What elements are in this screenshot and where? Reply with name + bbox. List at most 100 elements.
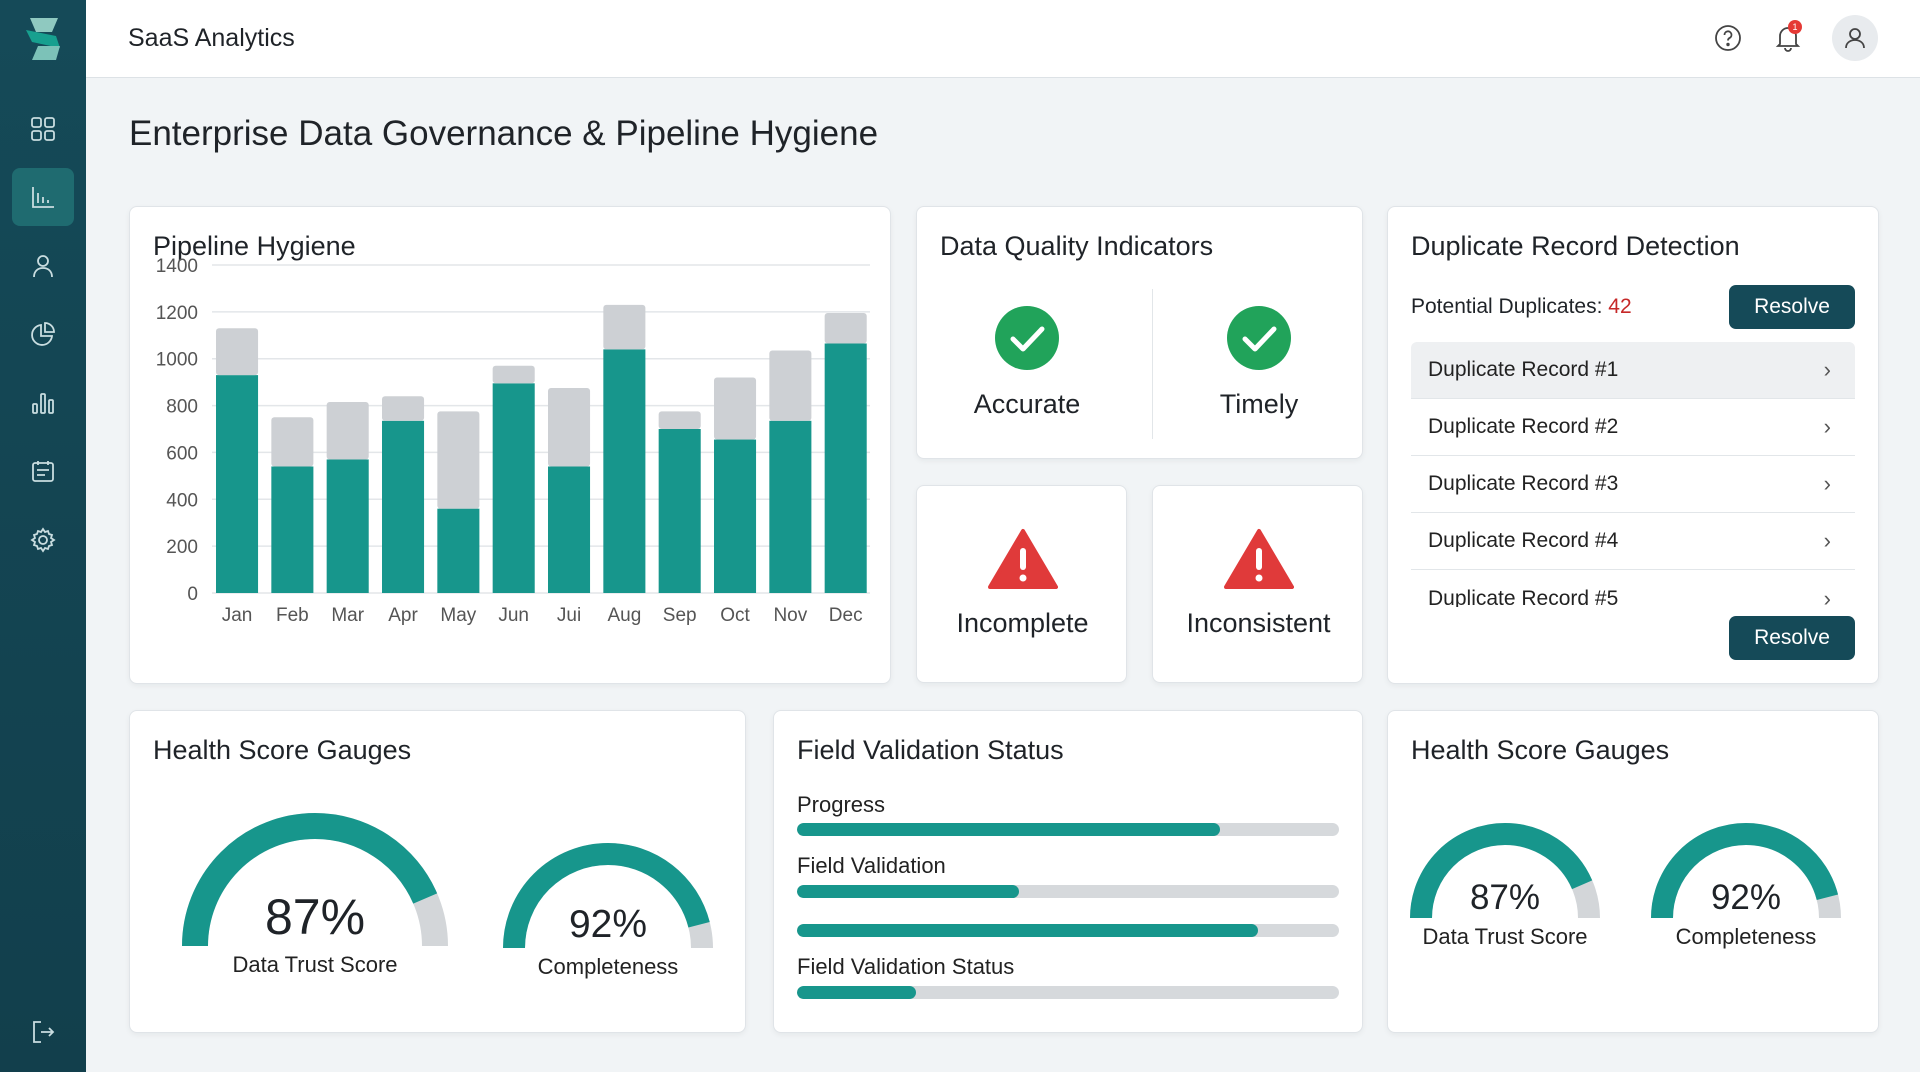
indicator-label: Timely [1219, 389, 1299, 419]
bar-segment-primary [326, 459, 369, 593]
card-title: Field Validation Status [797, 735, 1064, 765]
gauge-value: 87% [264, 889, 366, 946]
bar-segment-primary [548, 466, 591, 593]
duplicate-record-3[interactable]: Duplicate Record #3 › [1411, 456, 1855, 513]
y-tick-label: 800 [166, 397, 198, 418]
notifications-button[interactable]: 1 [1770, 20, 1806, 56]
potential-duplicates-label: Potential Duplicates: [1411, 295, 1603, 318]
progress-bar [797, 823, 1339, 836]
gauge-label: Completeness [537, 954, 679, 979]
card-title: Pipeline Hygiene [153, 231, 356, 261]
sidebar-item-logout[interactable] [12, 1003, 74, 1061]
record-label: Duplicate Record #5 [1428, 586, 1619, 608]
duplicate-record-2[interactable]: Duplicate Record #2 › [1411, 399, 1855, 456]
field-validation-status-fill [797, 986, 917, 999]
record-label: Duplicate Record #2 [1428, 415, 1619, 438]
sidebar-item-dashboard[interactable] [12, 100, 74, 158]
bar-segment-primary [658, 429, 701, 593]
duplicate-record-4[interactable]: Duplicate Record #4 › [1411, 513, 1855, 570]
validation-bar-3 [797, 924, 1339, 937]
x-tick-label: Nov [773, 605, 807, 626]
bar-segment-secondary [548, 388, 591, 467]
duplicate-list[interactable]: Duplicate Record #1 › Duplicate Record #2… [1388, 342, 1880, 607]
user-icon [1845, 28, 1865, 49]
bar-segment-primary [824, 343, 867, 593]
gauge-arc [1410, 823, 1600, 919]
bar-segment-secondary [824, 313, 867, 344]
duplicate-record-5[interactable]: Duplicate Record #5 › [1411, 570, 1855, 608]
y-tick-label: 200 [166, 537, 198, 558]
notification-badge: 1 [1788, 20, 1802, 34]
app-logo [26, 18, 60, 60]
bar-segment-secondary [714, 377, 757, 440]
duplicate-record-1[interactable]: Duplicate Record #1 › [1411, 342, 1855, 399]
page-title: Enterprise Data Governance & Pipeline Hy… [129, 114, 879, 153]
gauge-fill [1410, 823, 1600, 919]
divider [1152, 289, 1153, 439]
app-title: SaaS Analytics [128, 24, 295, 52]
bar-segment-secondary [382, 396, 425, 421]
chevron-right-icon: › [1823, 528, 1831, 553]
sidebar-item-reports[interactable] [12, 305, 74, 363]
field-validation-bar [797, 885, 1339, 898]
check-circle-icon [995, 306, 1059, 370]
record-label: Duplicate Record #4 [1428, 529, 1619, 552]
gear-icon [30, 527, 56, 553]
bar-segment-primary [437, 508, 480, 593]
gauge-value: 92% [1710, 877, 1782, 917]
bar-segment-primary [271, 466, 314, 593]
bar-segment-secondary [492, 365, 535, 384]
gauge-data-trust-score: 87% Data Trust Score [180, 811, 450, 1011]
sidebar-item-settings[interactable] [12, 511, 74, 569]
bar-segment-secondary [326, 402, 369, 460]
card-title: Data Quality Indicators [940, 231, 1214, 261]
check-circle-icon [1227, 306, 1291, 370]
indicator-timely: Timely [1179, 305, 1339, 420]
indicator-inconsistent-card: Inconsistent [1152, 485, 1363, 683]
x-tick-label: Mar [331, 605, 364, 626]
pipeline-hygiene-chart: 0 200 400 600 800 1000 1200 1400 Jan Feb Mar Apr May… [156, 256, 870, 626]
card-title: Duplicate Record Detection [1411, 231, 1740, 261]
indicator-accurate: Accurate [947, 305, 1107, 420]
indicator-label: Incomplete [956, 608, 1089, 638]
health-score-card-left: Health Score Gauges 87% Data Trust Score… [129, 710, 746, 1033]
sidebar-item-users[interactable] [12, 237, 74, 295]
gauge-fill [182, 813, 448, 947]
field-validation-card: Field Validation Status Progress Field V… [773, 710, 1363, 1033]
duplicate-detection-card: Duplicate Record Detection Potential Dup… [1387, 206, 1879, 684]
y-tick-label: 600 [166, 443, 198, 464]
x-tick-label: Dec [829, 605, 863, 626]
y-tick-label: 1000 [156, 350, 198, 371]
gauge-completeness: 92% Completeness [1651, 821, 1841, 981]
sidebar [0, 0, 86, 1072]
record-label: Duplicate Record #3 [1428, 472, 1619, 495]
gauge-arc [503, 843, 713, 949]
x-tick-label: May [440, 605, 476, 626]
x-tick-label: Oct [720, 605, 750, 626]
x-tick-label: Aug [607, 605, 641, 626]
y-tick-label: 400 [166, 490, 198, 511]
progress-label: Progress [797, 792, 886, 817]
field-validation-status-bar [797, 986, 1339, 999]
sidebar-item-metrics[interactable] [12, 374, 74, 432]
sidebar-item-analytics[interactable] [12, 168, 74, 226]
gauge-fill [1651, 823, 1841, 919]
potential-duplicates-count: 42 [1608, 295, 1632, 318]
chevron-right-icon: › [1823, 471, 1831, 496]
data-quality-card: Data Quality Indicators Accurate Timely [916, 206, 1363, 459]
resolve-button-bottom[interactable]: Resolve [1729, 616, 1855, 660]
x-tick-label: Jui [557, 605, 581, 626]
help-button[interactable] [1710, 20, 1746, 56]
resolve-button-top[interactable]: Resolve [1729, 285, 1855, 329]
validation-fill-3 [797, 924, 1258, 937]
bar-segment-secondary [271, 417, 314, 467]
help-icon [1715, 25, 1741, 51]
logout-icon [33, 1021, 55, 1043]
chevron-right-icon: › [1823, 357, 1831, 382]
gauge-arc [182, 813, 448, 947]
chevron-right-icon: › [1823, 414, 1831, 439]
indicator-incomplete: Incomplete [917, 528, 1128, 639]
sidebar-item-documents[interactable] [12, 442, 74, 500]
user-avatar[interactable] [1832, 15, 1878, 61]
bar-segment-secondary [603, 304, 646, 350]
